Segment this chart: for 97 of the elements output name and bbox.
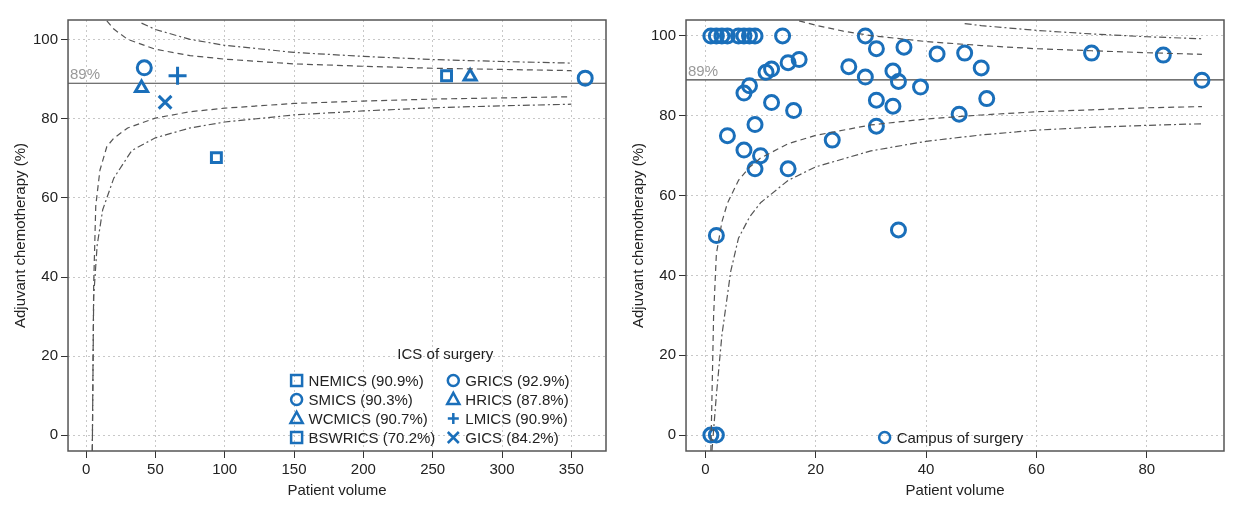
legend-title: ICS of surgery xyxy=(397,345,494,363)
point xyxy=(779,54,797,72)
point xyxy=(895,38,913,56)
point xyxy=(746,116,764,134)
legend-label: NEMICS (90.9%) xyxy=(308,371,424,389)
point xyxy=(950,105,968,123)
y-tick-label: 100 xyxy=(33,29,59,47)
point xyxy=(740,27,758,45)
y-tick-label: 80 xyxy=(659,105,677,123)
point xyxy=(735,84,753,102)
y-tick-label: 0 xyxy=(667,425,677,443)
point xyxy=(440,69,453,83)
x-tick-label: 200 xyxy=(350,460,376,478)
y-tick-label: 80 xyxy=(41,108,59,126)
point xyxy=(889,221,907,239)
x-axis-title: Patient volume xyxy=(287,481,387,499)
y-tick-label: 40 xyxy=(41,267,59,285)
point xyxy=(889,72,907,90)
point xyxy=(763,94,781,112)
legend-label: LMICS (90.9%) xyxy=(465,409,568,427)
point xyxy=(1083,44,1101,62)
x-tick-label: 60 xyxy=(1028,460,1045,478)
x-tick-label: 0 xyxy=(81,460,91,478)
x-tick-label: 50 xyxy=(147,460,164,478)
point xyxy=(746,160,764,178)
y-tick-label: 20 xyxy=(41,346,59,364)
point xyxy=(823,131,841,149)
point xyxy=(774,27,792,45)
x-tick-label: 250 xyxy=(420,460,446,478)
point xyxy=(785,102,803,120)
point xyxy=(884,62,902,80)
ref-line-label: 89% xyxy=(688,61,719,79)
point xyxy=(763,60,781,78)
point xyxy=(735,27,753,45)
y-axis-title: Adjuvant chemotherapy (%) xyxy=(629,142,647,329)
y-axis-title: Adjuvant chemotherapy (%) xyxy=(11,142,29,329)
point xyxy=(702,426,720,444)
y-tick-label: 20 xyxy=(659,345,677,363)
legend-label: GICS (84.2%) xyxy=(465,428,559,446)
line-series xyxy=(140,22,572,64)
point xyxy=(840,58,858,76)
point xyxy=(462,68,478,82)
ref-line-label: 89% xyxy=(70,64,101,82)
point xyxy=(740,77,758,95)
point xyxy=(912,78,930,96)
x-tick-label: 20 xyxy=(807,460,825,478)
point xyxy=(729,27,747,45)
point xyxy=(790,51,808,69)
point xyxy=(1193,71,1211,89)
point xyxy=(972,59,990,77)
point xyxy=(956,44,974,62)
point xyxy=(135,59,153,77)
point xyxy=(867,40,885,58)
legend-label: HRICS (87.8%) xyxy=(465,390,569,408)
y-tick-label: 0 xyxy=(49,425,59,443)
point xyxy=(746,27,764,45)
point xyxy=(718,127,736,145)
x-tick-label: 40 xyxy=(917,460,935,478)
y-tick-label: 60 xyxy=(41,188,59,206)
point xyxy=(856,68,874,86)
point xyxy=(867,117,885,135)
legend-label: GRICS (92.9%) xyxy=(465,371,570,389)
legend-label: BSWRICS (70.2%) xyxy=(308,428,436,446)
point xyxy=(884,97,902,115)
point xyxy=(576,69,594,87)
x-tick-label: 300 xyxy=(489,460,515,478)
point xyxy=(707,27,725,45)
x-tick-label: 150 xyxy=(281,460,307,478)
point xyxy=(718,27,736,45)
point xyxy=(713,27,731,45)
y-tick-label: 100 xyxy=(651,26,677,44)
point xyxy=(133,79,150,94)
point xyxy=(856,27,874,45)
point xyxy=(978,90,996,108)
x-tick-label: 0 xyxy=(701,460,710,478)
point xyxy=(1154,46,1172,64)
x-axis-title: Patient volume xyxy=(905,481,1005,499)
point xyxy=(707,227,725,244)
point xyxy=(157,94,173,111)
point xyxy=(167,65,189,87)
point xyxy=(702,27,720,45)
x-tick-label: 350 xyxy=(558,460,584,478)
y-tick-label: 60 xyxy=(659,185,677,203)
x-tick-label: 100 xyxy=(212,460,238,478)
point xyxy=(867,91,885,109)
point xyxy=(209,151,223,165)
line-series xyxy=(964,22,1203,40)
point xyxy=(928,45,946,63)
point xyxy=(735,141,753,159)
legend-label: SMICS (90.3%) xyxy=(308,390,413,408)
y-tick-label: 40 xyxy=(659,265,677,283)
x-tick-label: 80 xyxy=(1138,460,1156,478)
legend-label: Campus of surgery xyxy=(896,428,1024,446)
point xyxy=(779,160,797,178)
point xyxy=(752,147,770,165)
point xyxy=(757,63,775,81)
legend-label: WCMICS (90.7%) xyxy=(308,409,428,427)
